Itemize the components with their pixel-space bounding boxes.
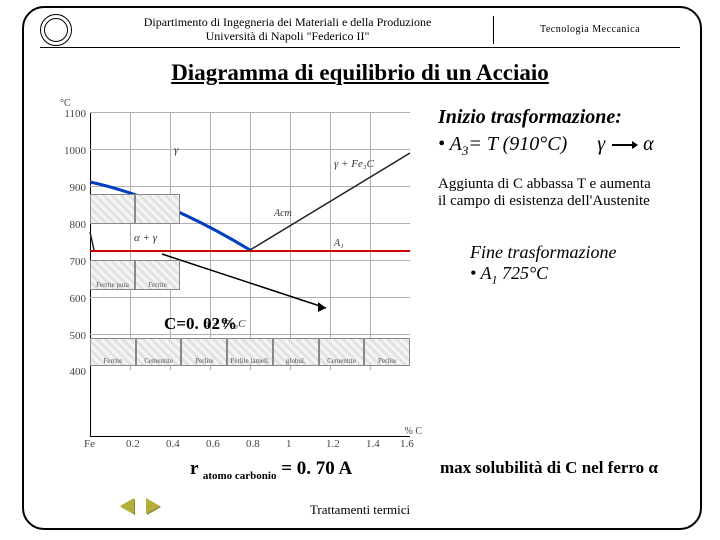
department-block: Dipartimento di Ingegneria dei Materiali… xyxy=(88,16,487,44)
micro-thumb: globul. xyxy=(273,338,319,366)
region-gamma: γ xyxy=(174,144,178,156)
end-bullet: • A1 725°C xyxy=(470,263,617,288)
phase-diagram: °C 1100 1000 900 800 700 600 500 400 Fe … xyxy=(54,98,422,446)
end-title: Fine trasformazione xyxy=(470,242,617,263)
gamma-symbol: γ xyxy=(597,133,605,155)
footer-text: Trattamenti termici xyxy=(0,502,720,518)
micro-thumb: Perlite xyxy=(181,338,227,366)
micro-thumb: Perlite xyxy=(364,338,410,366)
alpha-symbol: α xyxy=(643,133,654,155)
alpha-boundary xyxy=(90,232,94,250)
region-gamma-fe3c: γ + Fe₃C xyxy=(334,158,374,170)
c-equals: C=0. 02% xyxy=(164,314,237,334)
acm-label: Acm xyxy=(274,208,292,219)
notes-start: Inizio trasformazione: • A3= T (910°C) γ… xyxy=(438,106,654,159)
micro-thumb: Ferrite xyxy=(135,260,180,290)
start-title: Inizio trasformazione: xyxy=(438,106,654,129)
a1-label: A₁ xyxy=(334,238,344,249)
header-divider xyxy=(493,16,494,44)
course-name: Tecnologia Meccanica xyxy=(500,24,680,35)
region-alpha-gamma: α + γ xyxy=(134,232,157,244)
a1-arrow-line xyxy=(162,254,326,308)
micro-thumb: Perlite lamell. xyxy=(227,338,273,366)
micro-thumb: Ferrite pura xyxy=(90,260,135,290)
micro-row-mid: Ferrite pura Ferrite xyxy=(90,260,180,290)
nav-arrows xyxy=(120,498,176,518)
slide-title: Diagramma di equilibrio di un Acciaio xyxy=(0,60,720,86)
carbon-line2: il campo di esistenza dell'Austenite xyxy=(438,193,720,210)
dept-line2: Università di Napoli "Federico II" xyxy=(88,30,487,44)
university-seal-icon xyxy=(40,14,72,46)
carbon-line1: Aggiunta di C abbassa T e aumenta xyxy=(438,176,720,193)
next-arrow-icon[interactable] xyxy=(146,498,160,514)
dept-line1: Dipartimento di Ingegneria dei Materiali… xyxy=(88,16,487,30)
prev-arrow-icon[interactable] xyxy=(120,498,134,514)
notes-end: Fine trasformazione • A1 725°C xyxy=(470,242,617,288)
micro-thumb: Ferrite xyxy=(90,338,136,366)
micro-thumb: Cementite xyxy=(136,338,182,366)
micro-row-lower: Ferrite Cementite Perlite Perlite lamell… xyxy=(90,338,410,366)
arrow-icon xyxy=(610,140,638,150)
notes-carbon: Aggiunta di C abbassa T e aumenta il cam… xyxy=(438,176,720,210)
micro-row-upper xyxy=(90,194,180,224)
max-solubility: max solubilità di C nel ferro α xyxy=(440,458,658,478)
micro-thumb: Cementite xyxy=(319,338,365,366)
micro-thumb xyxy=(135,194,180,224)
r-atom: r atomo carbonio = 0. 70 A xyxy=(190,458,352,482)
acm-line xyxy=(250,153,410,250)
start-bullet: • A3= T (910°C) γ α xyxy=(438,133,654,159)
micro-thumb xyxy=(90,194,135,224)
slide-header: Dipartimento di Ingegneria dei Materiali… xyxy=(40,12,680,48)
